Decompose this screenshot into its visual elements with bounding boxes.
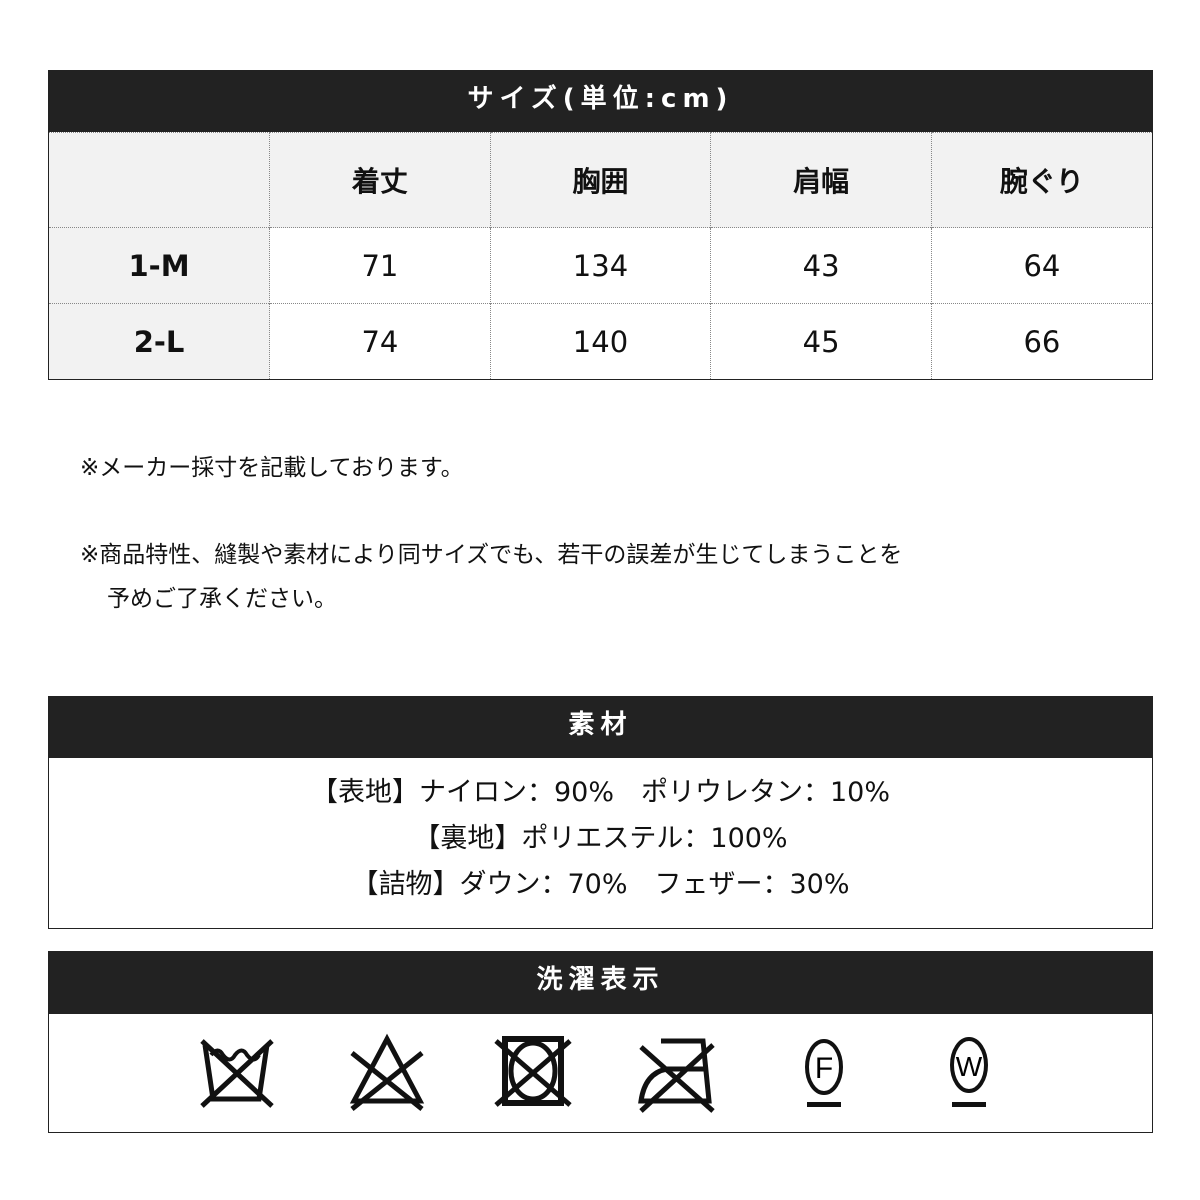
material-title: 素材	[49, 697, 1152, 758]
cell: 45	[710, 303, 932, 379]
wet-clean-w-icon: W	[950, 1036, 989, 1107]
note-2: ※商品特性、縫製や素材により同サイズでも、若干の誤差が生じてしまうことを	[80, 542, 903, 568]
size-table-title: サイズ(単位:cm)	[49, 71, 1152, 132]
material-line: 【詰物】ダウン：70% フェザー：30%	[351, 869, 850, 900]
cell: 71	[269, 227, 491, 304]
material-line: 【裏地】ポリエステル：100%	[413, 823, 788, 854]
cell: 43	[710, 227, 932, 304]
note-1: ※メーカー採寸を記載しております。	[80, 455, 464, 481]
dry-clean-f-icon: F	[804, 1038, 843, 1107]
header-cell	[49, 132, 271, 228]
header-cell: 着丈	[269, 132, 491, 228]
cell: 64	[931, 227, 1152, 304]
no-tumble-dry-icon	[494, 1035, 572, 1107]
no-bleach-icon	[350, 1033, 425, 1111]
header-cell: 腕ぐり	[931, 132, 1152, 228]
care-title: 洗濯表示	[49, 952, 1152, 1014]
f-letter: F	[815, 1052, 833, 1085]
cell: 140	[490, 303, 712, 379]
material-box: 素材 【表地】ナイロン：90% ポリウレタン：10% 【裏地】ポリエステル：10…	[48, 696, 1153, 929]
note-2-cont: 予めご了承ください。	[107, 586, 337, 612]
header-row: 着丈 胸囲 肩幅 腕ぐり	[49, 132, 1152, 228]
cell: 134	[490, 227, 712, 304]
care-box: 洗濯表示 F W	[48, 951, 1153, 1133]
size-label: 1-M	[49, 227, 271, 304]
no-iron-icon	[638, 1038, 715, 1113]
cell: 66	[931, 303, 1152, 379]
header-cell: 胸囲	[490, 132, 712, 228]
no-wash-icon	[200, 1038, 274, 1108]
size-table: サイズ(単位:cm) 着丈 胸囲 肩幅 腕ぐり 1-M 71 134 43 64…	[48, 70, 1153, 380]
w-letter: W	[956, 1051, 983, 1082]
table-row: 1-M 71 134 43 64	[49, 227, 1152, 304]
header-cell: 肩幅	[710, 132, 932, 228]
table-row: 2-L 74 140 45 66	[49, 303, 1152, 379]
cell: 74	[269, 303, 491, 379]
material-line: 【表地】ナイロン：90% ポリウレタン：10%	[310, 777, 891, 808]
size-label: 2-L	[49, 303, 271, 379]
